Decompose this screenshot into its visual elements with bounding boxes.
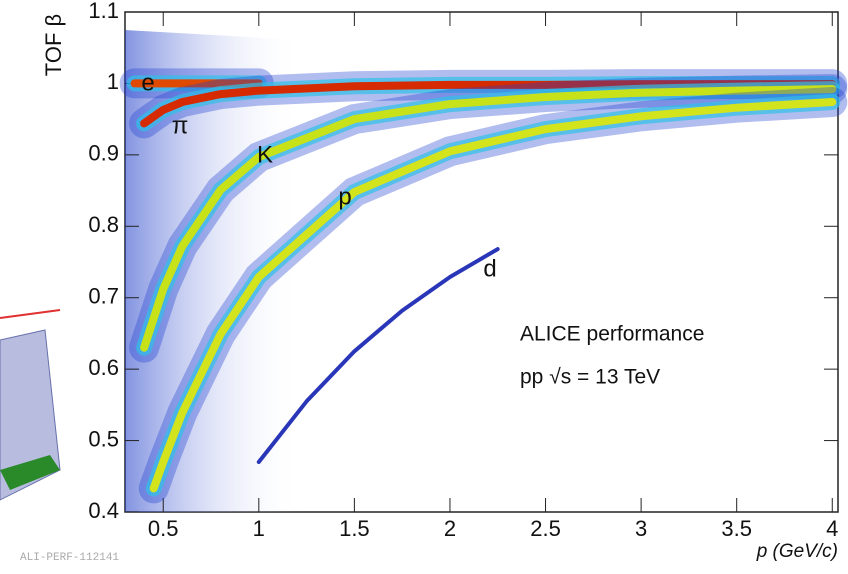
annotation: pp √s = 13 TeV — [520, 366, 660, 389]
x-tick-label: 1.5 — [339, 516, 370, 541]
y-tick-label: 0.6 — [88, 355, 119, 380]
species-label: K — [257, 141, 273, 168]
species-label: π — [172, 112, 189, 139]
band-line — [256, 247, 500, 464]
x-tick-label: 3 — [635, 516, 647, 541]
y-tick-label: 0.4 — [88, 498, 119, 523]
species-label: p — [338, 183, 351, 210]
species-label: d — [483, 255, 496, 282]
y-tick-label: 0.8 — [88, 212, 119, 237]
x-tick-label: 4 — [826, 516, 838, 541]
detector-sketch — [0, 309, 61, 501]
y-tick-label: 0.9 — [88, 141, 119, 166]
band-line — [149, 98, 837, 493]
y-tick-label: 1.1 — [88, 0, 119, 23]
watermark: ALI-PERF-112141 — [20, 552, 119, 564]
species-label: e — [141, 69, 154, 96]
x-axis-label: p (GeV/c) — [756, 541, 838, 562]
y-tick-label: 0.5 — [88, 426, 119, 451]
band-line — [140, 85, 837, 352]
x-tick-label: 0.5 — [148, 516, 179, 541]
annotation: ALICE performance — [520, 323, 704, 346]
y-tick-label: 1 — [107, 69, 119, 94]
x-tick-label: 1 — [253, 516, 265, 541]
y-axis-label: TOF β — [41, 14, 66, 76]
x-tick-label: 3.5 — [721, 516, 752, 541]
x-tick-label: 2 — [444, 516, 456, 541]
y-tick-label: 0.7 — [88, 284, 119, 309]
x-tick-label: 2.5 — [530, 516, 561, 541]
